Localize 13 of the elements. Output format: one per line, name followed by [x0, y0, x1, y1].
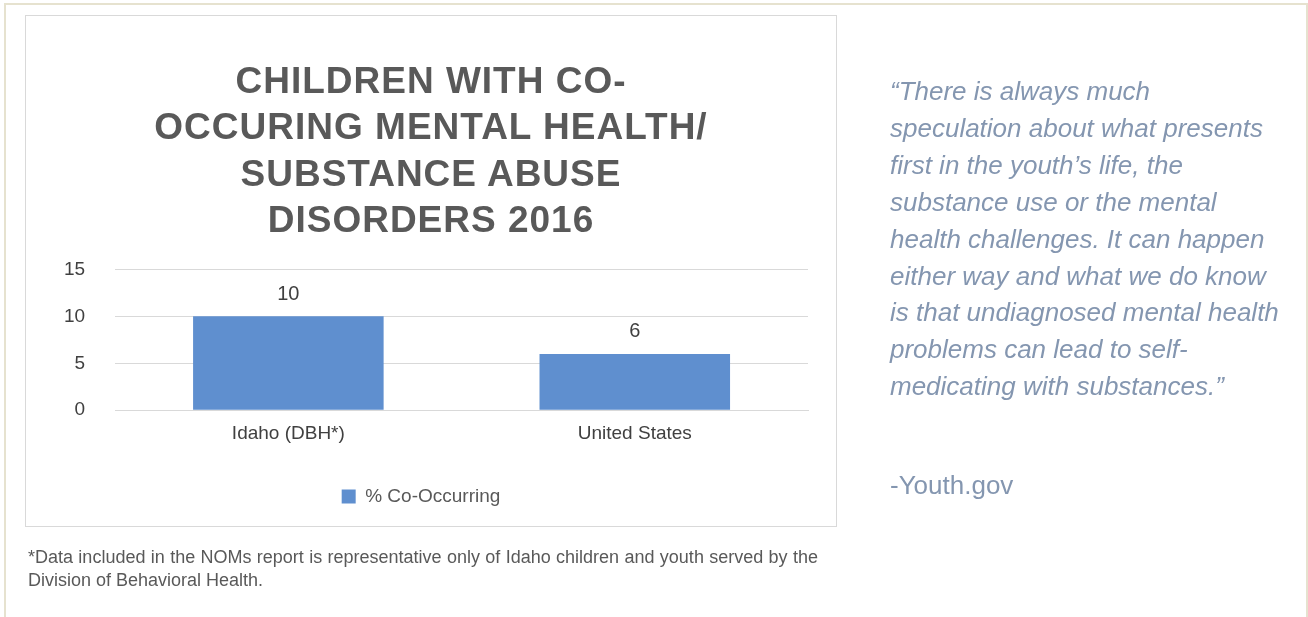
data-label: 10 — [277, 281, 300, 304]
legend-label: % Co-Occurring — [365, 484, 501, 506]
y-tick-label: 10 — [63, 304, 86, 326]
x-tick-label: United States — [577, 421, 692, 443]
chart-title: CHILDREN WITH CO-OCCURING MENTAL HEALTH/ SUBSTANCE ABUSE DISORDERS 2016 — [153, 59, 709, 242]
text: -Youth.gov — [890, 470, 1014, 501]
text: “There is always much speculation about what presents first in the youth’s life, the substance use or the mental health challenges. It can happen either way and what we do know is that undiagnosed mental health problems can lead to self-medicating with substances.” — [890, 76, 1279, 402]
y-tick-label: 15 — [63, 257, 86, 279]
y-tick-label: 5 — [74, 351, 86, 373]
data-label: 6 — [629, 319, 641, 342]
text: *Data included in the NOMs report is representative only of Idaho children and youth served by the Division of Behavioral Health. — [28, 546, 818, 593]
y-tick-label: 0 — [74, 398, 86, 420]
x-tick-label: Idaho (DBH*) — [231, 421, 345, 443]
